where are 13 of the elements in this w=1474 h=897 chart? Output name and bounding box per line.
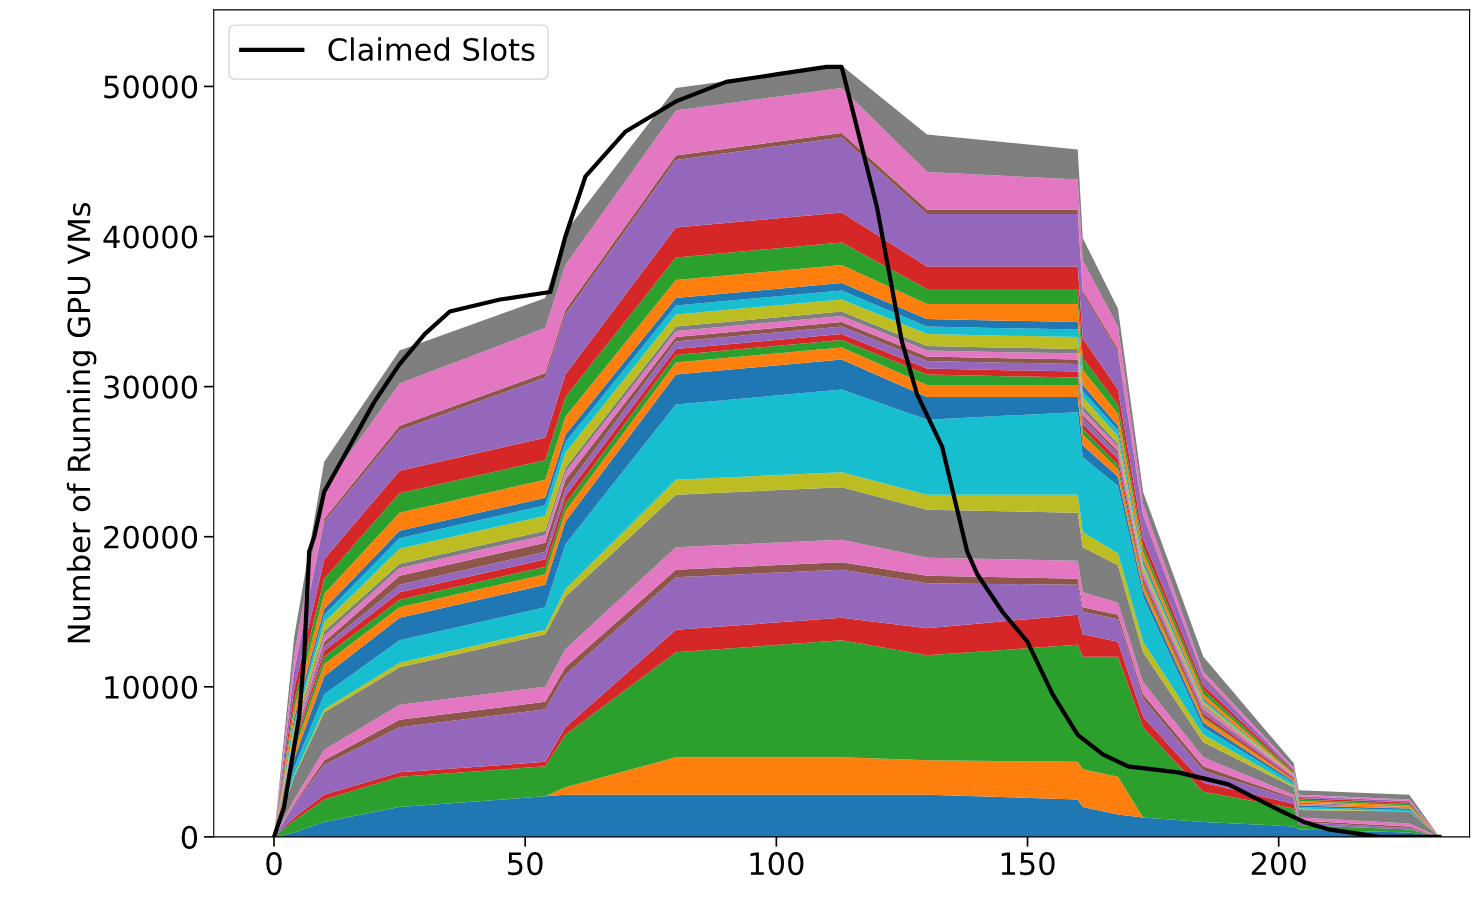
legend-label: Claimed Slots [328, 37, 535, 62]
x-tick-label: 150 [1001, 852, 1055, 876]
y-tick-label: 50000 [104, 75, 198, 99]
y-tick-label: 30000 [104, 375, 198, 399]
x-tick-label: 50 [508, 852, 543, 876]
x-tick-label: 200 [1251, 852, 1306, 876]
x-tick-label: 100 [750, 852, 804, 876]
y-tick-label: 0 [181, 825, 198, 849]
y-tick-label: 10000 [105, 675, 198, 699]
x-tick-label: 0 [266, 852, 282, 876]
y-axis-title: Number of Running GPU VMs [66, 202, 97, 643]
y-tick-label: 40000 [103, 225, 198, 249]
y-tick-label: 20000 [104, 525, 198, 549]
